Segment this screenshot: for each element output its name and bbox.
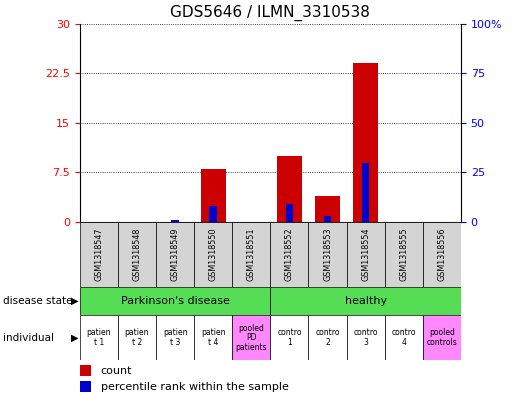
Text: disease state: disease state (3, 296, 72, 306)
Text: GSM1318548: GSM1318548 (132, 228, 142, 281)
Bar (270, 222, 308, 287)
Bar (80, 222, 118, 287)
Text: pooled
PD
patients: pooled PD patients (235, 323, 267, 352)
Text: GSM1318556: GSM1318556 (437, 228, 447, 281)
Bar (270, 315, 308, 360)
Text: GSM1318547: GSM1318547 (94, 228, 104, 281)
Bar (80, 381, 91, 392)
Bar (118, 222, 156, 287)
Text: GSM1318555: GSM1318555 (399, 228, 408, 281)
Bar (362, 163, 369, 222)
Text: patien
t 1: patien t 1 (87, 329, 111, 347)
Text: GSM1318552: GSM1318552 (285, 228, 294, 281)
Text: GSM1318549: GSM1318549 (170, 228, 180, 281)
Bar (324, 216, 331, 222)
Bar (308, 222, 347, 287)
Text: patien
t 2: patien t 2 (125, 329, 149, 347)
Text: ▶: ▶ (71, 333, 78, 343)
Text: percentile rank within the sample: percentile rank within the sample (101, 382, 289, 392)
Bar (270, 287, 461, 315)
Bar (118, 315, 156, 360)
Text: GSM1318554: GSM1318554 (361, 228, 370, 281)
Bar (80, 315, 118, 360)
Bar (210, 206, 217, 222)
Bar (347, 315, 385, 360)
Bar (201, 169, 226, 222)
Bar (315, 196, 340, 222)
Bar (232, 315, 270, 360)
Text: healthy: healthy (345, 296, 387, 306)
Bar (286, 204, 293, 222)
Bar (277, 156, 302, 222)
Bar (80, 287, 270, 315)
Text: contro
3: contro 3 (353, 329, 378, 347)
Bar (385, 222, 423, 287)
Text: ▶: ▶ (71, 296, 78, 306)
Bar (353, 63, 378, 222)
Title: GDS5646 / ILMN_3310538: GDS5646 / ILMN_3310538 (170, 5, 370, 21)
Text: contro
1: contro 1 (277, 329, 302, 347)
Bar (156, 315, 194, 360)
Bar (80, 365, 91, 376)
Bar (347, 222, 385, 287)
Bar (232, 222, 270, 287)
Bar (423, 315, 461, 360)
Text: patien
t 3: patien t 3 (163, 329, 187, 347)
Bar (194, 315, 232, 360)
Bar (171, 220, 179, 222)
Bar (423, 222, 461, 287)
Bar (156, 222, 194, 287)
Text: contro
4: contro 4 (391, 329, 416, 347)
Text: pooled
controls: pooled controls (426, 329, 457, 347)
Text: individual: individual (3, 333, 54, 343)
Text: GSM1318551: GSM1318551 (247, 228, 256, 281)
Bar (308, 315, 347, 360)
Text: contro
2: contro 2 (315, 329, 340, 347)
Text: Parkinson's disease: Parkinson's disease (121, 296, 230, 306)
Text: GSM1318553: GSM1318553 (323, 228, 332, 281)
Bar (194, 222, 232, 287)
Text: GSM1318550: GSM1318550 (209, 228, 218, 281)
Bar (385, 315, 423, 360)
Text: patien
t 4: patien t 4 (201, 329, 226, 347)
Text: count: count (101, 366, 132, 376)
